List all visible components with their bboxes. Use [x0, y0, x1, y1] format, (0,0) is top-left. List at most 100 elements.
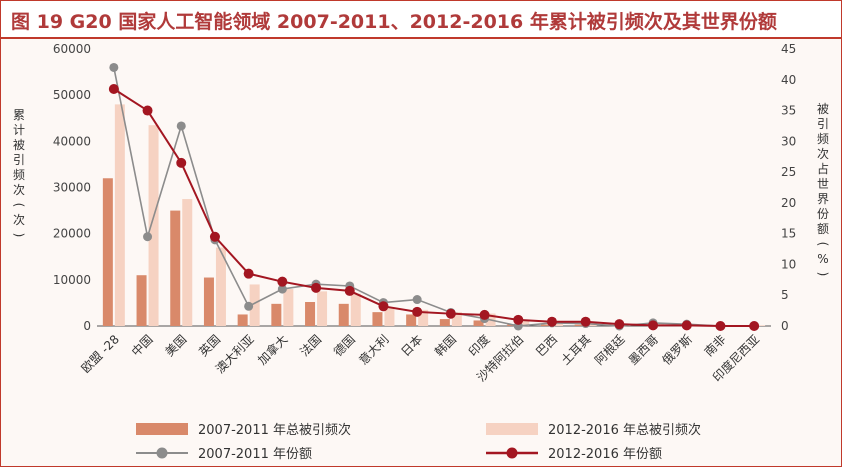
point-share-2012-2016 — [109, 84, 119, 94]
y-left-axis-label-char: 次 — [13, 213, 25, 227]
category-label: 印度 — [465, 332, 493, 360]
y-right-tick-label: 40 — [781, 73, 796, 87]
y-left-axis-label-char: ( — [12, 203, 26, 208]
category-label: 中国 — [128, 332, 156, 360]
y-left-axis-label-char: 次 — [13, 183, 25, 197]
y-left-tick-label: 50000 — [53, 88, 91, 102]
y-right-axis-label-char: 世 — [817, 177, 829, 191]
point-share-2012-2016 — [749, 321, 759, 331]
y-right-tick-label: 0 — [781, 319, 789, 333]
point-share-2012-2016 — [581, 317, 591, 327]
point-share-2012-2016 — [480, 310, 490, 320]
point-share-2012-2016 — [311, 283, 321, 293]
y-left-axis-label-char: 频 — [13, 168, 25, 182]
y-left-axis-label-char: ) — [12, 233, 26, 238]
point-share-2012-2016 — [345, 286, 355, 296]
legend-label: 2012-2016 年份额 — [548, 447, 662, 462]
legend-swatch-bar — [136, 423, 188, 435]
y-right-axis-label-char: % — [817, 252, 828, 266]
bar-2007-2011 — [103, 178, 113, 326]
point-share-2007-2011 — [413, 295, 422, 304]
bar-2012-2016 — [317, 291, 327, 326]
y-left-tick-label: 0 — [83, 319, 91, 333]
y-right-tick-label: 30 — [781, 134, 796, 148]
bar-2007-2011 — [137, 275, 147, 326]
y-left-tick-label: 40000 — [53, 134, 91, 148]
bar-2007-2011 — [406, 314, 416, 326]
y-left-tick-label: 10000 — [53, 273, 91, 287]
y-left-axis-label-char: 计 — [13, 123, 25, 137]
y-right-axis-label-char: ( — [816, 242, 830, 247]
point-share-2012-2016 — [648, 320, 658, 330]
point-share-2007-2011 — [109, 63, 118, 72]
category-label: 墨西哥 — [626, 332, 661, 367]
bar-2007-2011 — [271, 304, 281, 326]
y-right-axis-label-char: ) — [816, 272, 830, 277]
y-left-axis-label-char: 累 — [13, 108, 25, 122]
legend-swatch-marker — [507, 448, 518, 459]
bar-2012-2016 — [351, 294, 361, 326]
point-share-2007-2011 — [177, 121, 186, 130]
bar-2007-2011 — [339, 304, 349, 326]
point-share-2012-2016 — [176, 158, 186, 168]
y-right-tick-label: 45 — [781, 42, 796, 56]
category-label: 南非 — [701, 332, 729, 360]
y-right-axis-label-char: 界 — [817, 192, 829, 206]
y-right-axis-label-char: 份 — [817, 207, 829, 221]
y-right-axis-label-char: 次 — [817, 147, 829, 161]
category-label: 韩国 — [431, 332, 459, 360]
y-left-axis-label-char: 被 — [13, 138, 25, 152]
point-share-2012-2016 — [210, 232, 220, 242]
point-share-2012-2016 — [378, 301, 388, 311]
category-label: 美国 — [162, 332, 189, 359]
y-right-tick-label: 15 — [781, 227, 796, 241]
category-label: 法国 — [297, 332, 324, 359]
legend-label: 2012-2016 年总被引频次 — [548, 422, 701, 438]
point-share-2012-2016 — [682, 320, 692, 330]
point-share-2007-2011 — [143, 232, 152, 241]
point-share-2012-2016 — [547, 317, 557, 327]
y-right-axis-label-char: 引 — [817, 117, 829, 131]
category-label: 日本 — [398, 332, 425, 359]
category-label: 德国 — [330, 332, 358, 360]
y-right-tick-label: 25 — [781, 165, 796, 179]
point-share-2012-2016 — [143, 106, 153, 116]
bar-2012-2016 — [182, 199, 192, 326]
bar-2012-2016 — [115, 104, 125, 326]
y-right-tick-label: 10 — [781, 257, 796, 271]
point-share-2012-2016 — [446, 309, 456, 319]
point-share-2012-2016 — [277, 277, 287, 287]
y-left-tick-label: 30000 — [53, 181, 91, 195]
y-left-tick-label: 60000 — [53, 42, 91, 56]
bar-2007-2011 — [440, 319, 450, 326]
category-label: 英国 — [196, 332, 223, 359]
y-left-axis-label: 累计被引频次(次) — [12, 108, 26, 237]
y-right-tick-label: 5 — [781, 288, 789, 302]
y-right-axis-label-char: 占 — [817, 161, 829, 176]
point-share-2012-2016 — [614, 319, 624, 329]
y-right-tick-label: 20 — [781, 196, 796, 210]
y-right-axis-label-char: 被 — [817, 102, 829, 116]
category-label: 巴西 — [533, 332, 560, 359]
legend-swatch-marker — [157, 448, 168, 459]
bar-2007-2011 — [372, 312, 382, 326]
point-share-2012-2016 — [715, 321, 725, 331]
y-right-axis-label-char: 额 — [817, 222, 829, 236]
point-share-2007-2011 — [244, 302, 253, 311]
bar-2007-2011 — [204, 278, 214, 326]
legend-label: 2007-2011 年总被引频次 — [198, 422, 351, 438]
category-label: 欧盟 -28 — [79, 332, 122, 375]
legend-label: 2007-2011 年份额 — [198, 447, 312, 462]
bar-2012-2016 — [149, 125, 159, 326]
category-label: 阿根廷 — [592, 332, 627, 367]
y-left-axis-label-char: 引 — [13, 153, 25, 167]
legend-swatch-bar — [486, 423, 538, 435]
y-left-tick-label: 20000 — [53, 227, 91, 241]
category-label: 加拿大 — [254, 332, 290, 368]
bar-2012-2016 — [283, 289, 293, 326]
bar-2007-2011 — [238, 314, 248, 326]
category-label: 俄罗斯 — [660, 332, 695, 367]
